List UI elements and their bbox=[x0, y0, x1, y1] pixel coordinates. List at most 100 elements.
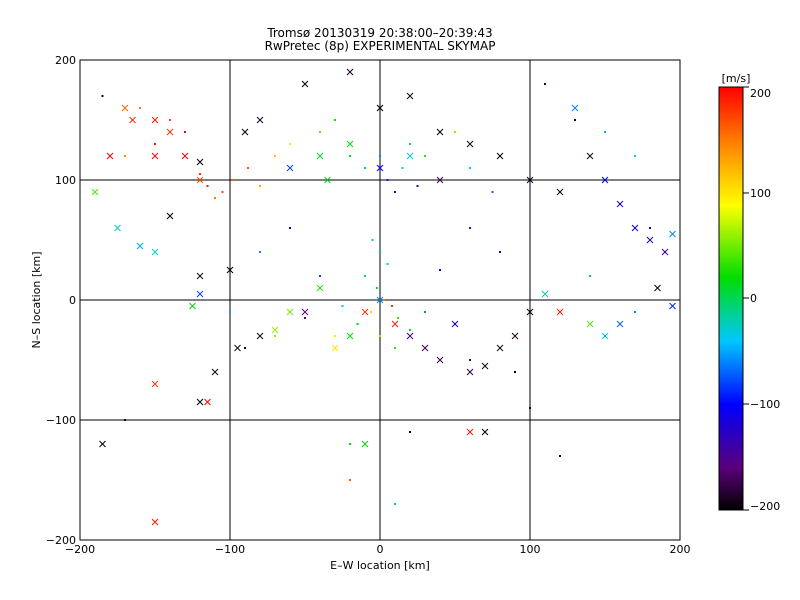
data-marks bbox=[91, 68, 676, 526]
data-point-cross bbox=[601, 176, 609, 184]
data-point-dot bbox=[319, 275, 321, 277]
data-point-dot bbox=[124, 155, 126, 157]
data-point-dot bbox=[604, 131, 606, 133]
data-point-cross bbox=[654, 284, 661, 292]
data-point-dot bbox=[416, 185, 419, 187]
data-point-dot bbox=[139, 107, 141, 109]
data-point-cross bbox=[129, 116, 136, 124]
data-point-dot bbox=[401, 167, 404, 169]
data-point-cross bbox=[556, 308, 564, 316]
colorbar-tick-label: 100 bbox=[750, 187, 771, 200]
data-point-cross bbox=[151, 380, 159, 388]
data-point-cross bbox=[511, 332, 519, 340]
data-point-dot bbox=[394, 347, 396, 349]
data-point-dot bbox=[124, 419, 126, 421]
data-point-dot bbox=[229, 311, 231, 313]
data-point-cross bbox=[346, 332, 354, 340]
data-point-cross bbox=[391, 320, 399, 328]
data-point-dot bbox=[247, 167, 249, 169]
data-point-cross bbox=[226, 266, 234, 274]
data-point-dot bbox=[394, 503, 396, 505]
data-point-cross bbox=[496, 152, 504, 160]
data-point-dot bbox=[274, 335, 276, 337]
data-point-cross bbox=[616, 200, 624, 208]
y-tick-label: 200 bbox=[55, 54, 76, 67]
data-point-cross bbox=[151, 248, 159, 256]
data-point-dot bbox=[424, 311, 426, 313]
data-point-dot bbox=[184, 131, 186, 133]
data-point-dot bbox=[499, 251, 501, 253]
data-point-cross bbox=[586, 152, 594, 160]
data-point-dot bbox=[379, 155, 381, 157]
data-point-cross bbox=[136, 242, 144, 250]
data-point-dot bbox=[319, 131, 321, 133]
data-point-dot bbox=[349, 155, 351, 157]
data-point-dot bbox=[221, 191, 224, 193]
data-point-cross bbox=[151, 152, 159, 160]
data-point-cross bbox=[601, 332, 609, 340]
data-point-cross bbox=[466, 368, 474, 376]
data-point-cross bbox=[481, 362, 489, 370]
data-point-cross bbox=[316, 152, 324, 160]
chart-title-line2: RwPretec (8p) EXPERIMENTAL SKYMAP bbox=[265, 39, 496, 53]
data-point-cross bbox=[121, 104, 129, 112]
y-tick-label: −200 bbox=[46, 534, 76, 547]
data-point-cross bbox=[241, 128, 249, 136]
data-point-dot bbox=[439, 269, 441, 271]
data-point-dot bbox=[101, 95, 104, 97]
data-point-dot bbox=[274, 155, 276, 157]
data-point-cross bbox=[436, 128, 444, 136]
colorbar bbox=[718, 86, 744, 511]
chart-title-line1: Tromsø 20130319 20:38:00–20:39:43 bbox=[266, 26, 492, 40]
data-point-dot bbox=[206, 185, 209, 187]
data-point-dot bbox=[649, 227, 651, 229]
data-point-dot bbox=[199, 173, 201, 175]
data-point-cross bbox=[114, 224, 121, 232]
data-point-dot bbox=[454, 131, 456, 133]
data-point-dot bbox=[383, 299, 386, 301]
data-point-cross bbox=[196, 290, 204, 298]
x-axis-label: E–W location [km] bbox=[330, 559, 430, 572]
data-point-cross bbox=[324, 176, 331, 184]
data-point-dot bbox=[634, 311, 636, 313]
data-point-cross bbox=[181, 152, 189, 160]
data-point-cross bbox=[316, 284, 324, 292]
data-point-dot bbox=[349, 443, 351, 445]
data-point-dot bbox=[356, 323, 359, 325]
data-point-cross bbox=[301, 308, 309, 316]
data-point-dot bbox=[259, 251, 261, 253]
data-point-cross bbox=[571, 104, 579, 112]
data-point-cross bbox=[346, 140, 354, 148]
data-point-dot bbox=[386, 263, 389, 265]
data-point-dot bbox=[364, 275, 366, 277]
data-point-cross bbox=[99, 440, 106, 448]
data-point-cross bbox=[286, 308, 294, 316]
data-point-cross bbox=[669, 302, 676, 310]
data-point-cross bbox=[376, 164, 384, 172]
data-point-cross bbox=[586, 320, 594, 328]
data-point-cross bbox=[616, 320, 624, 328]
data-point-cross bbox=[631, 224, 639, 232]
data-point-cross bbox=[451, 320, 459, 328]
data-point-cross bbox=[466, 428, 474, 436]
data-point-dot bbox=[289, 143, 291, 145]
data-point-dot bbox=[154, 143, 156, 145]
data-point-dot bbox=[364, 167, 366, 169]
data-point-cross bbox=[406, 152, 414, 160]
data-point-cross bbox=[196, 176, 204, 184]
data-point-cross bbox=[526, 308, 534, 316]
data-point-cross bbox=[166, 212, 174, 220]
data-point-cross bbox=[541, 290, 549, 298]
data-point-dot bbox=[574, 119, 576, 121]
data-point-dot bbox=[394, 191, 396, 193]
data-point-dot bbox=[469, 167, 471, 169]
data-point-dot bbox=[169, 119, 171, 121]
data-point-dot bbox=[379, 251, 381, 253]
data-point-dot bbox=[386, 179, 389, 181]
data-point-cross bbox=[151, 116, 159, 124]
data-point-dot bbox=[370, 311, 372, 313]
data-point-cross bbox=[166, 128, 174, 136]
data-point-cross bbox=[256, 332, 264, 340]
data-point-dot bbox=[469, 359, 471, 361]
